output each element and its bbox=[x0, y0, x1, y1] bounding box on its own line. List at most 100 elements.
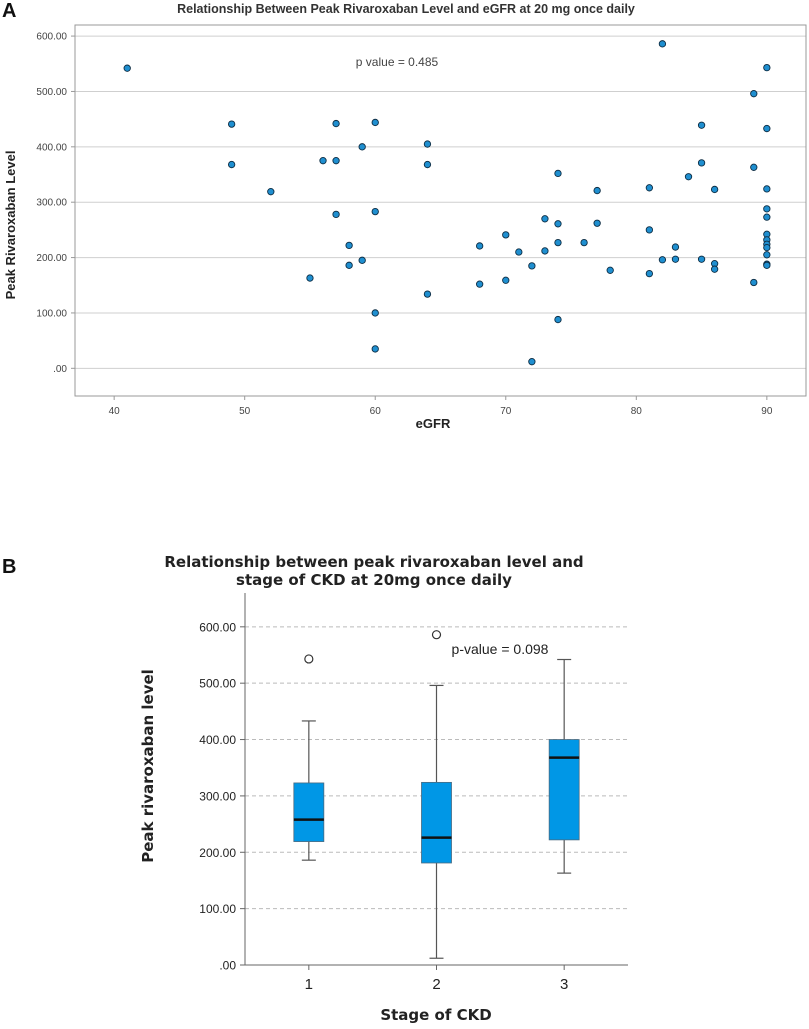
chart-a-data-point bbox=[684, 173, 693, 181]
chart-a-data-point bbox=[358, 256, 366, 264]
chart-a-data-point bbox=[502, 231, 510, 239]
chart-b-box-body bbox=[548, 739, 580, 841]
chart-b-box-3 bbox=[548, 658, 580, 874]
chart-a-data-point bbox=[332, 119, 340, 128]
chart-a-data-point bbox=[515, 248, 523, 256]
chart-b-box-body bbox=[293, 782, 325, 842]
chart-a-data-point bbox=[358, 143, 366, 151]
chart-a-data-point bbox=[697, 255, 706, 263]
chart-a-x-tick-label: 90 bbox=[761, 406, 773, 417]
chart-a-data-point bbox=[645, 226, 654, 234]
chart-a-data-point bbox=[371, 345, 379, 353]
chart-a-title: Relationship Between Peak Rivaroxaban Le… bbox=[177, 2, 635, 16]
chart-b-x-tick-label: 1 bbox=[305, 976, 313, 993]
chart-a-data-point bbox=[763, 243, 771, 252]
chart-a-data-point bbox=[332, 157, 340, 165]
chart-a-data-point bbox=[750, 163, 758, 171]
chart-a-data-point bbox=[710, 185, 719, 194]
chart-a-data-point bbox=[371, 309, 379, 317]
chart-a-data-point bbox=[476, 280, 484, 288]
chart-a-data-point bbox=[267, 188, 275, 196]
chart-b-outlier bbox=[304, 654, 314, 664]
chart-b-title-line2: stage of CKD at 20mg once daily bbox=[236, 571, 512, 589]
chart-a-data-point bbox=[423, 160, 432, 169]
chart-a-points bbox=[123, 40, 771, 366]
chart-a-data-point bbox=[645, 184, 654, 192]
chart-b-x-tick-label: 3 bbox=[560, 976, 568, 993]
chart-b-title-line1: Relationship between peak rivaroxaban le… bbox=[164, 553, 583, 571]
chart-a-data-point bbox=[554, 169, 562, 178]
chart-a-data-point bbox=[554, 220, 562, 228]
chart-b-y-tick-label: 300.00 bbox=[199, 789, 236, 803]
chart-a-y-tick-label: 100.00 bbox=[36, 308, 67, 319]
chart-a-data-point bbox=[345, 261, 353, 269]
chart-a-data-point bbox=[580, 238, 588, 247]
chart-b-y-tick-label: .00 bbox=[219, 959, 236, 973]
panel-a-label: A bbox=[2, 0, 16, 22]
chart-a-data-point bbox=[606, 266, 614, 274]
chart-a-data-point bbox=[541, 247, 549, 255]
chart-a-data-point bbox=[763, 205, 771, 213]
chart-a-x-tick-label: 70 bbox=[500, 406, 512, 417]
chart-a-data-point bbox=[763, 251, 771, 259]
chart-b-box-1 bbox=[293, 654, 325, 861]
chart-a-x-tick-label: 50 bbox=[239, 406, 251, 417]
chart-a-y-ticks: .00 100.00 200.00 300.00 400.00 500.00 600.00 bbox=[36, 32, 75, 375]
chart-b-x-label: Stage of CKD bbox=[380, 1006, 491, 1024]
chart-a-data-point bbox=[763, 63, 771, 72]
chart-b-y-tick-label: 600.00 bbox=[199, 620, 236, 634]
chart-a-y-tick-label: 600.00 bbox=[36, 32, 67, 43]
chart-b-outlier bbox=[431, 630, 442, 640]
chart-b-y-tick-label: 400.00 bbox=[199, 733, 236, 747]
chart-a-data-point bbox=[710, 265, 719, 273]
chart-a-x-label: eGFR bbox=[416, 416, 451, 431]
chart-a-x-tick-label: 60 bbox=[370, 406, 382, 417]
chart-a-data-point bbox=[697, 159, 706, 167]
chart-a-data-point bbox=[476, 242, 484, 250]
chart-a-data-point bbox=[763, 124, 771, 133]
chart-a-data-point bbox=[750, 278, 758, 287]
chart-a-y-tick-label: 300.00 bbox=[36, 198, 67, 209]
chart-b-box-2 bbox=[421, 630, 452, 959]
chart-a-data-point bbox=[528, 358, 536, 366]
chart-a-data-point bbox=[371, 207, 379, 216]
chart-a-data-point bbox=[423, 140, 432, 148]
chart-a-data-point bbox=[750, 90, 758, 98]
chart-a-data-point bbox=[332, 210, 340, 219]
chart-a-y-tick-label: 500.00 bbox=[36, 87, 67, 98]
chart-a-data-point bbox=[502, 276, 510, 284]
chart-a-data-point bbox=[658, 256, 667, 264]
chart-a-y-tick-label: .00 bbox=[53, 364, 67, 375]
chart-b-box-body bbox=[421, 781, 452, 864]
chart-a-data-point bbox=[671, 243, 680, 251]
chart-b-x-ticks: 1 2 3 bbox=[305, 965, 568, 993]
chart-a-annotation: p value = 0.485 bbox=[356, 55, 439, 69]
chart-b-x-tick-label: 2 bbox=[432, 976, 440, 993]
chart-a-y-tick-label: 400.00 bbox=[36, 142, 67, 153]
chart-a-data-point bbox=[371, 118, 379, 127]
chart-a-data-point bbox=[554, 315, 562, 324]
chart-a-data-point bbox=[593, 219, 601, 227]
chart-a-x-ticks: 40 50 60 70 80 90 bbox=[109, 396, 773, 417]
chart-a-data-point bbox=[306, 274, 314, 282]
chart-a-data-point bbox=[593, 186, 601, 195]
chart-b-y-tick-label: 200.00 bbox=[199, 846, 236, 860]
chart-a-data-point bbox=[697, 121, 706, 129]
chart-b-annotation: p-value = 0.098 bbox=[452, 641, 549, 657]
chart-a-plot-frame bbox=[74, 24, 807, 397]
chart-a-data-point bbox=[645, 269, 654, 278]
chart-a-data-point bbox=[763, 213, 771, 221]
chart-a-data-point bbox=[671, 255, 680, 263]
chart-a-data-point bbox=[319, 157, 327, 165]
chart-a-data-point bbox=[541, 215, 549, 223]
chart-a-data-point bbox=[763, 261, 771, 269]
chart-a-data-point bbox=[763, 185, 771, 193]
chart-a-x-tick-label: 80 bbox=[631, 406, 643, 417]
chart-a-y-tick-label: 200.00 bbox=[36, 253, 67, 264]
chart-a-data-point bbox=[528, 262, 536, 270]
chart-a-data-point bbox=[227, 120, 236, 128]
chart-b-y-ticks: .00 100.00 200.00 300.00 400.00 500.00 600.00 bbox=[199, 620, 245, 973]
chart-a-data-point bbox=[423, 290, 432, 298]
chart-a-data-point bbox=[123, 64, 131, 72]
